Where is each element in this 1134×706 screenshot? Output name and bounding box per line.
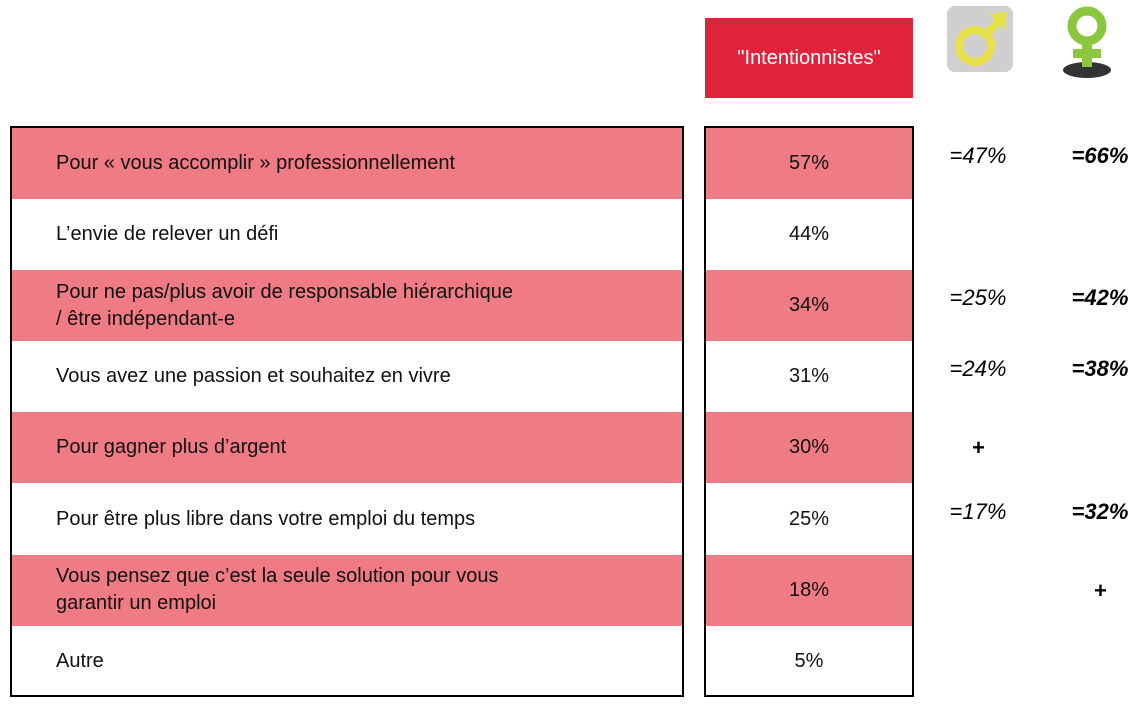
row-label: Autre: [12, 626, 682, 697]
women-value: =66%: [1040, 136, 1134, 176]
row-label: Pour gagner plus d’argent: [12, 412, 682, 483]
label-box: Pour « vous accomplir » professionnellem…: [10, 126, 684, 697]
row-value: 18%: [706, 555, 912, 626]
row-value: 57%: [706, 128, 912, 199]
row-label: Pour être plus libre dans votre emploi d…: [12, 484, 682, 555]
men-value: =24%: [918, 349, 1038, 389]
value-box: 57%44%34%31%30%25%18%5%: [704, 126, 914, 697]
row-label: Pour ne pas/plus avoir de responsable hi…: [12, 270, 682, 341]
women-value: =42%: [1040, 278, 1134, 318]
row-label: L’envie de relever un défi: [12, 199, 682, 270]
women-value: +: [1040, 571, 1134, 611]
female-icon: [1060, 4, 1115, 79]
women-value: =38%: [1040, 349, 1134, 389]
page: "Intentionnistes" Pour « vous accomplir …: [0, 0, 1134, 706]
row-value: 31%: [706, 341, 912, 412]
row-value: 5%: [706, 626, 912, 697]
row-label: Vous avez une passion et souhaitez en vi…: [12, 341, 682, 412]
men-value: +: [918, 428, 1038, 468]
row-label: Vous pensez que c’est la seule solution …: [12, 555, 682, 626]
row-label: Pour « vous accomplir » professionnellem…: [12, 128, 682, 199]
men-value: =25%: [918, 278, 1038, 318]
male-icon: [945, 4, 1015, 74]
men-value: =47%: [918, 136, 1038, 176]
men-value: =17%: [918, 492, 1038, 532]
row-value: 34%: [706, 270, 912, 341]
column-header: "Intentionnistes": [705, 18, 913, 98]
row-value: 30%: [706, 412, 912, 483]
row-value: 44%: [706, 199, 912, 270]
row-value: 25%: [706, 484, 912, 555]
women-value: =32%: [1040, 492, 1134, 532]
